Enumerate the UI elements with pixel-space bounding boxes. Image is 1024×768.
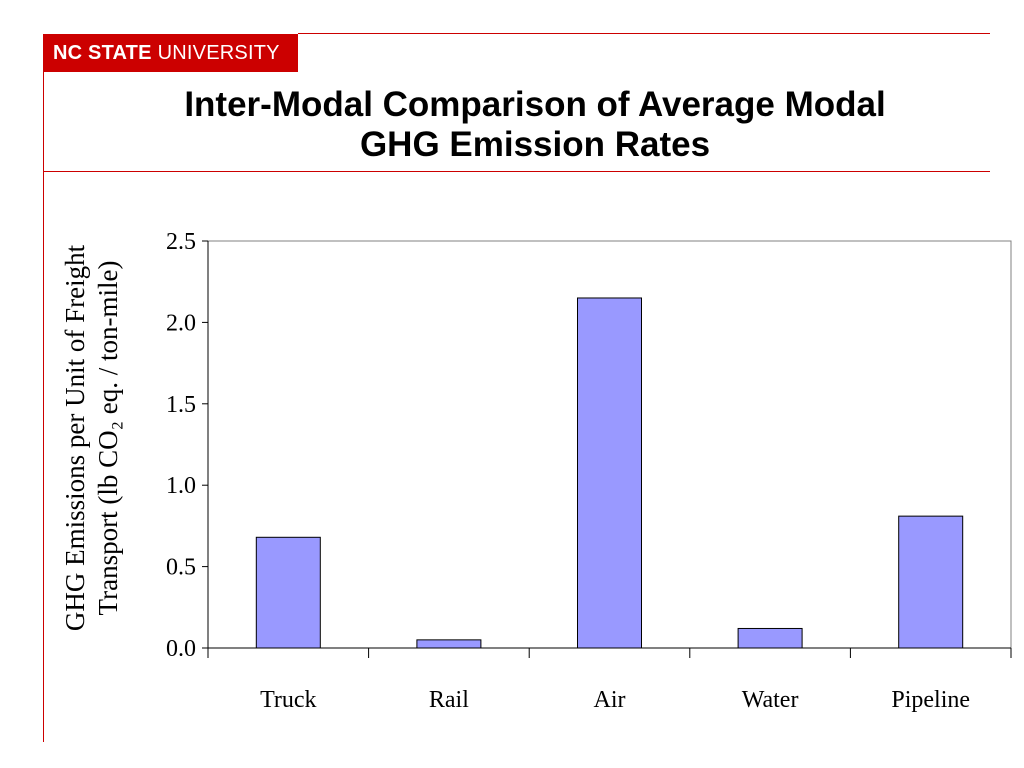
- slide-title: Inter-Modal Comparison of Average Modal …: [80, 85, 990, 165]
- logo-text-regular: UNIVERSITY: [157, 41, 280, 64]
- bar-truck: [255, 536, 321, 649]
- top-rule: [298, 33, 990, 34]
- y-tick-label: 0.5: [166, 555, 196, 581]
- bar-air: [577, 297, 642, 649]
- logo-text-bold: NC STATE: [53, 41, 152, 64]
- bar-water: [737, 627, 803, 649]
- slide-title-line-1: Inter-Modal Comparison of Average Modal: [184, 85, 886, 124]
- left-margin-rule: [43, 72, 44, 742]
- nc-state-logo: NC STATE UNIVERSITY: [43, 34, 298, 72]
- slide-title-line-2: GHG Emission Rates: [359, 124, 711, 164]
- y-tick-label: 2.0: [166, 310, 196, 336]
- bar-rail: [416, 639, 482, 649]
- y-tick-label: 0.0: [166, 636, 196, 662]
- bar-pipeline: [898, 515, 964, 649]
- x-tick-label: Water: [742, 687, 799, 713]
- y-tick-label: 2.5: [166, 229, 196, 255]
- x-tick-label: Truck: [260, 687, 316, 713]
- y-tick-label: 1.0: [166, 473, 196, 499]
- x-tick-label: Pipeline: [891, 687, 970, 713]
- title-underline-rule: [43, 171, 990, 172]
- y-tick-label: 1.5: [166, 392, 196, 418]
- x-tick-label: Air: [594, 687, 626, 713]
- x-tick-label: Rail: [429, 687, 469, 713]
